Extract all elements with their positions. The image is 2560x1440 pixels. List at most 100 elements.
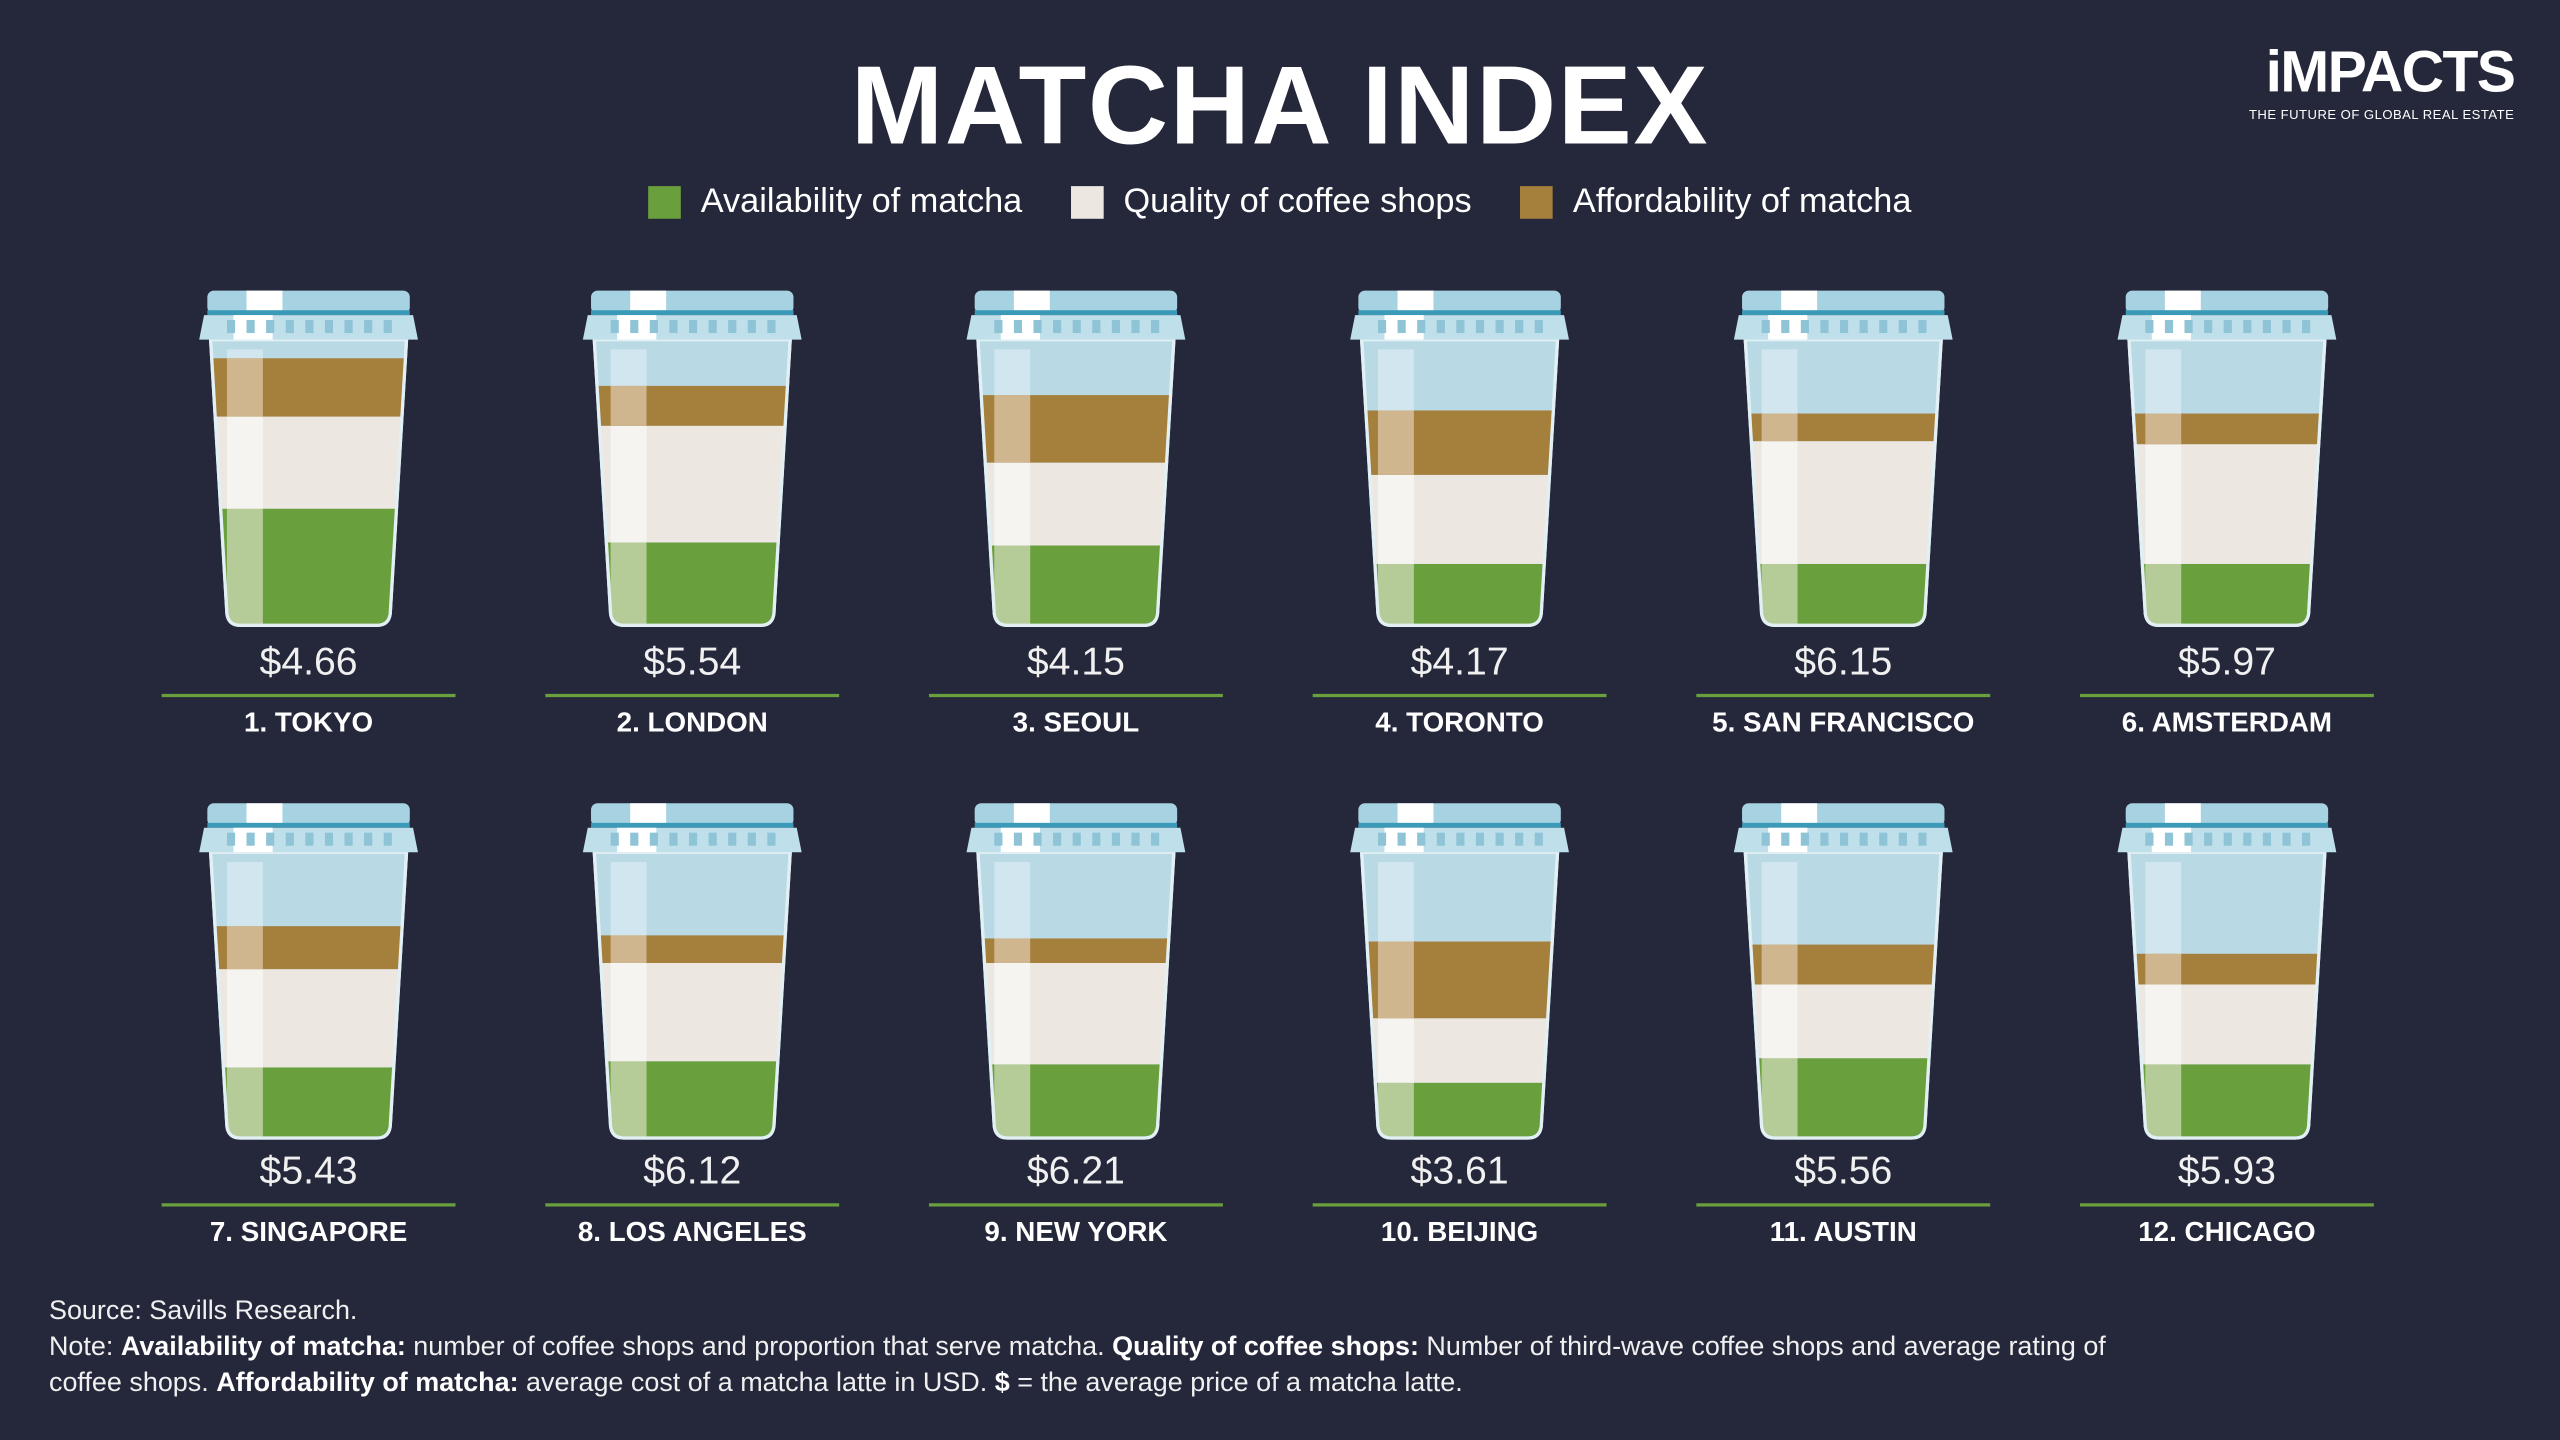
source-text: Source: Savills Research. [48,1296,358,1326]
lid-vent [1475,319,1485,334]
cup [1733,803,1953,1140]
lid-vent [2184,319,2193,334]
lid-vent [1033,319,1042,334]
lid-vent [1151,319,1160,334]
lid-vent [246,319,255,334]
segment-highlight [994,963,1031,1065]
lid-vent [305,832,314,846]
lid-shine [2164,803,2201,827]
cup [1350,803,1569,1140]
lid-vent [1879,319,1888,334]
segment-highlight [226,508,263,626]
lid-vent [1053,319,1062,334]
city-label: 6. AMSTERDAM [2121,706,2333,738]
segment-highlight [1761,944,1798,985]
glass-highlight [2145,349,2182,414]
lid-vent [2282,832,2291,846]
lid-top [2125,803,2329,827]
lid-top [1358,290,1561,314]
divider [161,693,456,698]
lid-vent [1495,832,1504,846]
page-title: MATCHA INDEX [850,44,1710,169]
lid-vent [2243,832,2252,846]
lid-vent [285,319,294,334]
lid-vent [1053,832,1062,846]
lid-shine [1397,803,1434,827]
lid-vent [1397,319,1406,334]
footer-notes: Source: Savills Research. Note: Availabi… [49,1293,2155,1401]
lid-vent [2164,832,2174,846]
lid-top [591,803,794,827]
cup-outline [208,850,409,1140]
lid-band [1358,310,1561,316]
segment-highlight [610,542,647,626]
glass-highlight [226,349,263,359]
lid-vent [1495,319,1504,334]
segment-highlight [610,385,647,426]
lid-vent [708,832,717,846]
divider [1312,1203,1607,1207]
lid-shine [246,290,283,314]
segment-highlight [1377,410,1414,475]
lid-vent [383,319,392,334]
cup [199,290,418,627]
city-label: 7. SINGAPORE [209,1216,408,1248]
lid-vent [1761,832,1770,846]
segment-highlight [1377,941,1414,1019]
lid-vent [767,319,776,334]
lid-vent [649,832,658,846]
lid-vent [747,832,756,846]
lid-top [1742,290,1945,314]
cup-outline [1743,337,1943,627]
segment-highlight [1761,413,1798,442]
lid-vent [1898,319,1907,334]
lid-vent [266,319,275,334]
lid-top [591,290,794,314]
lid-vent [1436,832,1445,846]
lid-top [207,290,410,314]
cup-outline [208,337,409,627]
lid-top [974,803,1178,827]
cup-outline [976,850,1176,1140]
cup [582,290,802,627]
lid-vent [1781,319,1790,334]
glass-highlight [2145,862,2182,954]
legend-swatch [1520,186,1554,219]
lid-vent [226,319,236,334]
lid-vent [2204,319,2213,334]
lid-vent [1515,832,1524,846]
segment-highlight [1377,474,1414,564]
lid-band [591,310,794,316]
glass-highlight [226,862,263,927]
legend-label: Affordability of matcha [1572,182,1912,221]
lid-vent [2302,832,2311,846]
lid-band [974,310,1178,316]
lid-vent [2243,319,2252,334]
lid-band [1742,822,1945,828]
lid-vent [1820,319,1829,334]
segment-highlight [226,969,263,1068]
lid-vent [1800,832,1809,846]
price-label: $5.54 [643,639,742,685]
price-label: $6.21 [1026,1149,1125,1194]
city-label: 3. SEOUL [1012,706,1140,738]
lid-vent [1761,319,1770,334]
lid-vent [364,832,373,846]
lid-shine [630,290,667,314]
lid-band [974,822,1178,828]
lid-vent [1131,319,1140,334]
lid-vent [1781,832,1790,846]
segment-highlight [994,545,1031,626]
cup [2117,803,2337,1140]
segment-highlight [1761,441,1798,564]
glass-highlight [1377,349,1414,411]
segment-highlight [610,963,647,1062]
cup [966,803,1186,1140]
cup-outline [976,337,1176,627]
city-label: 1. TOKYO [244,706,374,738]
lid-top [1742,803,1945,827]
segment-highlight [2145,444,2182,564]
lid-vent [1918,832,1927,846]
